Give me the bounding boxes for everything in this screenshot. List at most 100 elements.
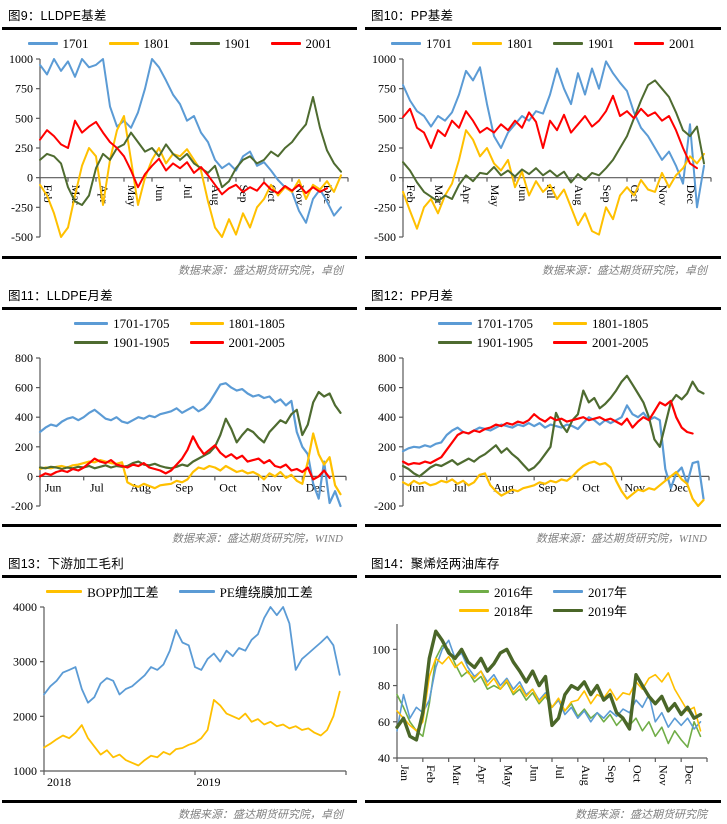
- legend-swatch: [458, 609, 489, 612]
- svg-text:Oct: Oct: [582, 480, 600, 494]
- legend-swatch: [553, 322, 587, 325]
- svg-text:0: 0: [390, 469, 396, 483]
- divider-rule: [365, 524, 721, 527]
- svg-text:Apr: Apr: [476, 765, 490, 784]
- divider-rule: [2, 575, 357, 578]
- legend-label: 2001-2005: [592, 334, 649, 350]
- legend-label: 1701: [62, 35, 89, 51]
- chart-source: 数据来源：盛达期货研究院，WIND: [171, 533, 343, 545]
- svg-text:1000: 1000: [9, 53, 33, 66]
- divider-rule: [2, 524, 357, 527]
- svg-text:1000: 1000: [372, 53, 396, 66]
- chart-panel-polyolefin-inventory: 图14：聚烯烃两油库存 2016年 2017年 2018年 2019年 100 80 60…: [363, 548, 727, 824]
- svg-text:100: 100: [372, 642, 390, 656]
- legend-item: 2019年: [553, 601, 627, 620]
- svg-text:800: 800: [15, 352, 33, 365]
- legend-item: 1901: [189, 36, 251, 52]
- legend-label: 2019年: [588, 604, 628, 619]
- chart-source: 数据来源：盛达期货研究院，卓创: [178, 265, 343, 277]
- legend-label: 1701-1705: [113, 315, 170, 331]
- chart-source: 数据来源：盛达期货研究院，WIND: [535, 533, 707, 545]
- chart-title: 图12：PP月差: [371, 289, 454, 303]
- svg-text:Jan: Jan: [398, 765, 412, 781]
- chart-legend: 1701 1801 1901 2001: [2, 34, 357, 53]
- svg-text:-250: -250: [11, 200, 33, 214]
- svg-text:Aug: Aug: [572, 185, 586, 206]
- legend-swatch: [189, 341, 224, 344]
- legend-label: 1801: [143, 35, 170, 51]
- svg-text:200: 200: [378, 440, 396, 454]
- legend-swatch: [178, 590, 215, 593]
- legend-item: 2001: [270, 35, 332, 52]
- chart-panel-lldpe-basis: 图9：LLDPE基差 1701 1801 1901 2001 1000 750 500 25…: [0, 0, 363, 280]
- legend-swatch: [458, 590, 489, 593]
- legend-swatch: [634, 42, 664, 45]
- svg-text:80: 80: [378, 679, 390, 693]
- legend-swatch: [553, 42, 583, 45]
- legend-swatch: [472, 42, 502, 45]
- svg-text:800: 800: [378, 352, 396, 365]
- chart-canvas: 100 80 60 40 Jan Feb Mar Apr May Jun Jul Aug Sep Oct N…: [372, 624, 708, 787]
- svg-text:250: 250: [15, 141, 33, 155]
- svg-text:0: 0: [390, 171, 396, 185]
- divider-rule: [365, 256, 721, 259]
- svg-text:0: 0: [27, 469, 33, 483]
- legend-item: PE缠绕膜加工差: [178, 582, 313, 601]
- divider-rule: [2, 307, 357, 310]
- chart-canvas: 4000 3000 2000 1000 2018 2019: [13, 601, 347, 789]
- svg-text:Apr: Apr: [460, 185, 474, 204]
- chart-legend: 1701-1705 1801-1805 1901-1905 2001-2005: [365, 314, 721, 352]
- svg-text:Aug: Aug: [130, 480, 151, 494]
- legend-item: 1701: [27, 35, 89, 52]
- svg-text:600: 600: [378, 381, 396, 395]
- divider-rule: [365, 27, 721, 30]
- legend-label: 2017年: [588, 585, 628, 600]
- legend-label: 2001-2005: [228, 334, 285, 350]
- svg-text:Sep: Sep: [175, 480, 193, 494]
- svg-text:-200: -200: [374, 499, 396, 510]
- legend-swatch: [437, 341, 472, 344]
- chart-legend: 1701 1801 1901 2001: [365, 34, 721, 53]
- legend-item: 2001: [634, 36, 695, 52]
- chart-panel-lldpe-spread: 图11：LLDPE月差 1701-1705 1801-1805 1901-1905 2…: [0, 280, 363, 548]
- svg-text:750: 750: [378, 82, 396, 96]
- legend-label: 2001: [305, 35, 332, 51]
- legend-swatch: [46, 590, 83, 593]
- svg-text:60: 60: [378, 715, 390, 729]
- legend-item: 1701-1705: [437, 315, 533, 332]
- legend-swatch: [27, 42, 58, 45]
- legend-label: 1901: [588, 35, 614, 51]
- legend-item: BOPP加工差: [46, 582, 159, 601]
- svg-text:750: 750: [15, 82, 33, 96]
- svg-text:Feb: Feb: [404, 185, 418, 203]
- svg-text:-500: -500: [374, 230, 396, 241]
- svg-text:4000: 4000: [13, 601, 37, 614]
- svg-text:2000: 2000: [13, 709, 37, 723]
- chart-title: 图11：LLDPE月差: [8, 289, 113, 303]
- legend-item: 2018年: [458, 601, 533, 620]
- svg-text:400: 400: [378, 410, 396, 424]
- svg-text:Sep: Sep: [600, 185, 614, 203]
- legend-label: 1701-1705: [476, 315, 533, 331]
- svg-text:-250: -250: [374, 200, 396, 214]
- legend-label: 1801: [507, 35, 533, 51]
- legend-label: 1701: [426, 35, 452, 51]
- chart-panel-processing-margin: 图13：下游加工毛利 BOPP加工差 PE缠绕膜加工差 4000 3000 2000 1…: [0, 548, 363, 824]
- svg-text:2018: 2018: [47, 775, 71, 789]
- svg-text:Aug: Aug: [579, 765, 593, 786]
- legend-item: 1801: [472, 36, 533, 52]
- svg-text:1000: 1000: [13, 764, 37, 778]
- svg-text:May: May: [502, 765, 516, 787]
- legend-swatch: [270, 42, 301, 45]
- svg-text:Nov: Nov: [657, 765, 671, 786]
- legend-item: 1801-1805: [553, 316, 648, 332]
- svg-text:May: May: [488, 185, 502, 207]
- svg-text:Oct: Oct: [631, 765, 645, 783]
- svg-text:Dec: Dec: [682, 765, 696, 784]
- svg-text:500: 500: [378, 111, 396, 125]
- chart-panel-pp-basis: 图10：PP基差 1701 1801 1901 2001 1000 750 500 250 0…: [363, 0, 727, 280]
- legend-label: 2018年: [493, 604, 533, 619]
